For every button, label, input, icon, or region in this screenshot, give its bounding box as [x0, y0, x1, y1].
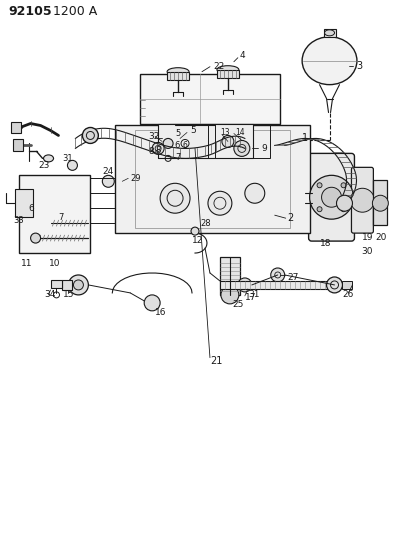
Bar [158, 124, 208, 158]
Text: 1: 1 [302, 133, 308, 143]
Text: 14: 14 [235, 128, 244, 137]
Text: 8: 8 [148, 147, 154, 156]
Bar [167, 71, 189, 79]
Text: 23: 23 [38, 161, 50, 170]
Circle shape [102, 175, 114, 187]
Circle shape [271, 268, 285, 282]
Text: 20: 20 [375, 232, 387, 241]
Circle shape [160, 183, 190, 213]
Circle shape [191, 227, 199, 235]
Circle shape [234, 140, 250, 156]
Text: 1200 A: 1200 A [53, 5, 97, 19]
Circle shape [341, 183, 346, 188]
FancyBboxPatch shape [308, 154, 354, 241]
Circle shape [310, 175, 354, 219]
Bar [215, 124, 270, 158]
Bar [324, 29, 335, 37]
Text: 19: 19 [362, 232, 374, 241]
Text: 12: 12 [192, 236, 204, 245]
Ellipse shape [302, 37, 357, 85]
Circle shape [341, 207, 346, 212]
Text: 21: 21 [210, 356, 222, 366]
Text: 33: 33 [13, 216, 25, 225]
Text: 27: 27 [287, 273, 299, 282]
Text: 34: 34 [44, 290, 56, 300]
Circle shape [317, 207, 322, 212]
Text: 26: 26 [343, 290, 354, 300]
Bar [19, 175, 90, 253]
Text: 5: 5 [190, 126, 196, 135]
Text: 8: 8 [155, 146, 160, 155]
Text: 7: 7 [175, 153, 181, 162]
Bar [135, 131, 290, 228]
Circle shape [222, 135, 234, 148]
Text: 22: 22 [213, 62, 224, 71]
Bar [11, 122, 21, 133]
Bar [217, 70, 239, 78]
Bar [15, 189, 32, 217]
Text: 18: 18 [320, 239, 331, 248]
Circle shape [327, 277, 343, 293]
Ellipse shape [217, 66, 239, 74]
Circle shape [67, 160, 78, 171]
Bar [115, 125, 310, 233]
Bar [63, 280, 72, 290]
Text: 4: 4 [240, 51, 246, 60]
Text: 7: 7 [59, 213, 64, 222]
Circle shape [69, 275, 88, 295]
Circle shape [238, 278, 252, 292]
Ellipse shape [167, 68, 189, 76]
Circle shape [152, 142, 164, 155]
Bar [140, 74, 280, 124]
Circle shape [322, 187, 341, 207]
Text: 31: 31 [248, 290, 259, 300]
Circle shape [30, 233, 40, 243]
Text: 6: 6 [182, 141, 187, 150]
Ellipse shape [325, 30, 335, 36]
Circle shape [372, 195, 388, 211]
Text: 10: 10 [49, 259, 60, 268]
Text: 15: 15 [63, 290, 74, 300]
Ellipse shape [44, 155, 53, 162]
Text: 29: 29 [130, 174, 141, 183]
Circle shape [337, 195, 352, 211]
Text: 2: 2 [287, 213, 294, 223]
Circle shape [350, 188, 374, 212]
Bar [220, 257, 240, 295]
Text: 25: 25 [232, 301, 243, 309]
Circle shape [73, 280, 84, 290]
Text: 17: 17 [245, 293, 256, 302]
Text: 6: 6 [29, 204, 34, 213]
Circle shape [317, 183, 322, 188]
Text: 31: 31 [63, 154, 73, 163]
Text: 24: 24 [102, 167, 114, 176]
Text: 13: 13 [220, 128, 230, 137]
Text: 9: 9 [262, 144, 268, 153]
Text: 16: 16 [155, 308, 167, 317]
FancyBboxPatch shape [352, 167, 373, 233]
Circle shape [144, 295, 160, 311]
Circle shape [221, 286, 239, 304]
Circle shape [82, 127, 98, 143]
Text: 3: 3 [356, 61, 363, 71]
Text: 28: 28 [200, 219, 211, 228]
Text: 30: 30 [362, 247, 373, 255]
Bar [343, 281, 352, 289]
Circle shape [163, 139, 173, 148]
Text: 5: 5 [175, 129, 180, 138]
Text: 6: 6 [174, 141, 179, 150]
Text: 92105: 92105 [9, 5, 52, 19]
Circle shape [245, 183, 265, 203]
Circle shape [208, 191, 232, 215]
Bar [158, 124, 253, 158]
Bar [13, 140, 23, 151]
Text: 32: 32 [148, 132, 160, 141]
Text: 11: 11 [21, 259, 32, 268]
Bar [51, 280, 63, 288]
Bar [220, 281, 335, 289]
Bar [373, 180, 387, 225]
